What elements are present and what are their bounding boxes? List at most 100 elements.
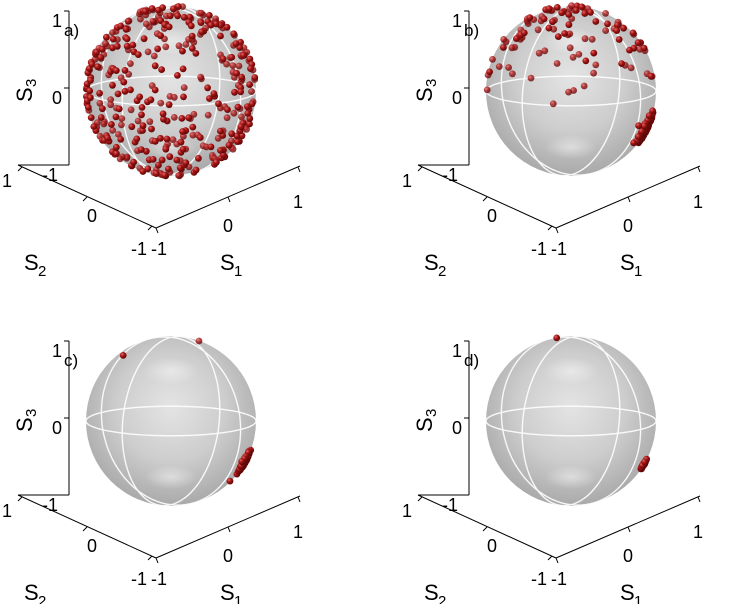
data-point bbox=[483, 86, 491, 94]
axis-tick bbox=[555, 227, 559, 234]
data-point bbox=[100, 120, 108, 128]
data-point bbox=[206, 12, 213, 19]
panel-label: a) bbox=[64, 21, 79, 40]
data-point bbox=[568, 2, 575, 10]
data-points bbox=[82, 3, 259, 180]
data-point bbox=[526, 14, 534, 21]
data-point bbox=[223, 60, 231, 68]
data-point bbox=[223, 114, 231, 122]
s2-s3-circle bbox=[521, 5, 621, 177]
data-point bbox=[141, 7, 149, 15]
data-point bbox=[160, 115, 167, 123]
data-point bbox=[630, 139, 637, 147]
data-point bbox=[569, 53, 577, 61]
data-point bbox=[566, 30, 574, 38]
data-point bbox=[107, 101, 115, 109]
data-point bbox=[230, 109, 238, 117]
data-point bbox=[124, 17, 132, 25]
y-axis-label-sub: 2 bbox=[438, 593, 446, 604]
z-axis-label-sub: 3 bbox=[423, 79, 440, 87]
data-point bbox=[534, 26, 542, 34]
data-point bbox=[572, 6, 580, 14]
y-tick-label: -1 bbox=[131, 239, 147, 259]
y-tick-label: -1 bbox=[531, 569, 547, 589]
data-point bbox=[251, 74, 259, 81]
data-point bbox=[138, 104, 146, 111]
data-point bbox=[178, 115, 186, 122]
data-point bbox=[627, 64, 635, 72]
data-point bbox=[234, 138, 241, 146]
data-point bbox=[210, 90, 218, 97]
data-point bbox=[166, 153, 174, 161]
data-point bbox=[545, 5, 553, 13]
data-point bbox=[130, 158, 138, 166]
data-point bbox=[165, 165, 172, 173]
data-point bbox=[180, 93, 187, 101]
z-axis-label-sub: 3 bbox=[23, 409, 40, 417]
data-point bbox=[159, 110, 167, 118]
data-point bbox=[182, 41, 190, 48]
axis-tick bbox=[417, 166, 423, 172]
x-tick-label: 1 bbox=[693, 192, 703, 212]
data-point bbox=[204, 84, 212, 92]
data-point bbox=[614, 21, 621, 29]
x-tick-label: 1 bbox=[293, 192, 303, 212]
sphere-highlight-top bbox=[543, 357, 599, 385]
data-point bbox=[238, 113, 245, 121]
data-point bbox=[137, 146, 145, 154]
data-point bbox=[545, 24, 553, 32]
data-point bbox=[602, 27, 610, 34]
data-point bbox=[139, 168, 147, 175]
x-axis-label-sub: 1 bbox=[634, 263, 642, 280]
data-point bbox=[217, 147, 224, 154]
y-tick-label: 1 bbox=[402, 171, 412, 191]
axes-box bbox=[17, 340, 301, 564]
z-axis-label: S bbox=[412, 87, 437, 102]
data-point bbox=[565, 21, 573, 29]
data-point bbox=[155, 6, 162, 14]
data-point bbox=[179, 47, 186, 55]
data-points bbox=[553, 334, 650, 473]
data-point bbox=[212, 15, 220, 23]
data-point bbox=[638, 127, 646, 135]
z-tick-label: -1 bbox=[442, 495, 458, 515]
data-point bbox=[90, 123, 98, 130]
data-point bbox=[558, 9, 566, 17]
sphere-grid bbox=[485, 335, 657, 507]
data-point bbox=[192, 166, 200, 174]
data-point bbox=[196, 134, 204, 141]
data-point bbox=[143, 20, 150, 28]
data-point bbox=[232, 40, 240, 47]
axis-tick bbox=[547, 555, 553, 561]
data-point bbox=[212, 158, 220, 166]
axis-tick bbox=[697, 496, 701, 503]
data-point bbox=[604, 20, 611, 28]
data-point bbox=[169, 136, 177, 144]
y-axis-label: S bbox=[424, 250, 439, 275]
data-point bbox=[188, 32, 196, 40]
data-point bbox=[641, 458, 648, 466]
x-axis-label: S bbox=[620, 580, 635, 604]
data-point bbox=[629, 29, 637, 37]
axis-tick bbox=[547, 225, 553, 231]
data-point bbox=[96, 99, 104, 107]
data-point bbox=[649, 107, 656, 115]
axis-tick bbox=[482, 526, 488, 532]
axis-tick bbox=[627, 196, 631, 203]
z-tick-label: -1 bbox=[442, 165, 458, 185]
data-point bbox=[86, 87, 94, 95]
data-point bbox=[509, 70, 516, 78]
x-axis-label-sub: 1 bbox=[234, 263, 242, 280]
data-point bbox=[233, 69, 241, 77]
data-point bbox=[244, 103, 251, 110]
data-point bbox=[640, 44, 648, 52]
axis-tick bbox=[17, 496, 23, 502]
data-point bbox=[223, 23, 231, 31]
data-point bbox=[590, 49, 598, 57]
axes-box bbox=[417, 340, 701, 564]
data-point bbox=[163, 135, 171, 143]
z-axis-label: S bbox=[12, 417, 37, 432]
